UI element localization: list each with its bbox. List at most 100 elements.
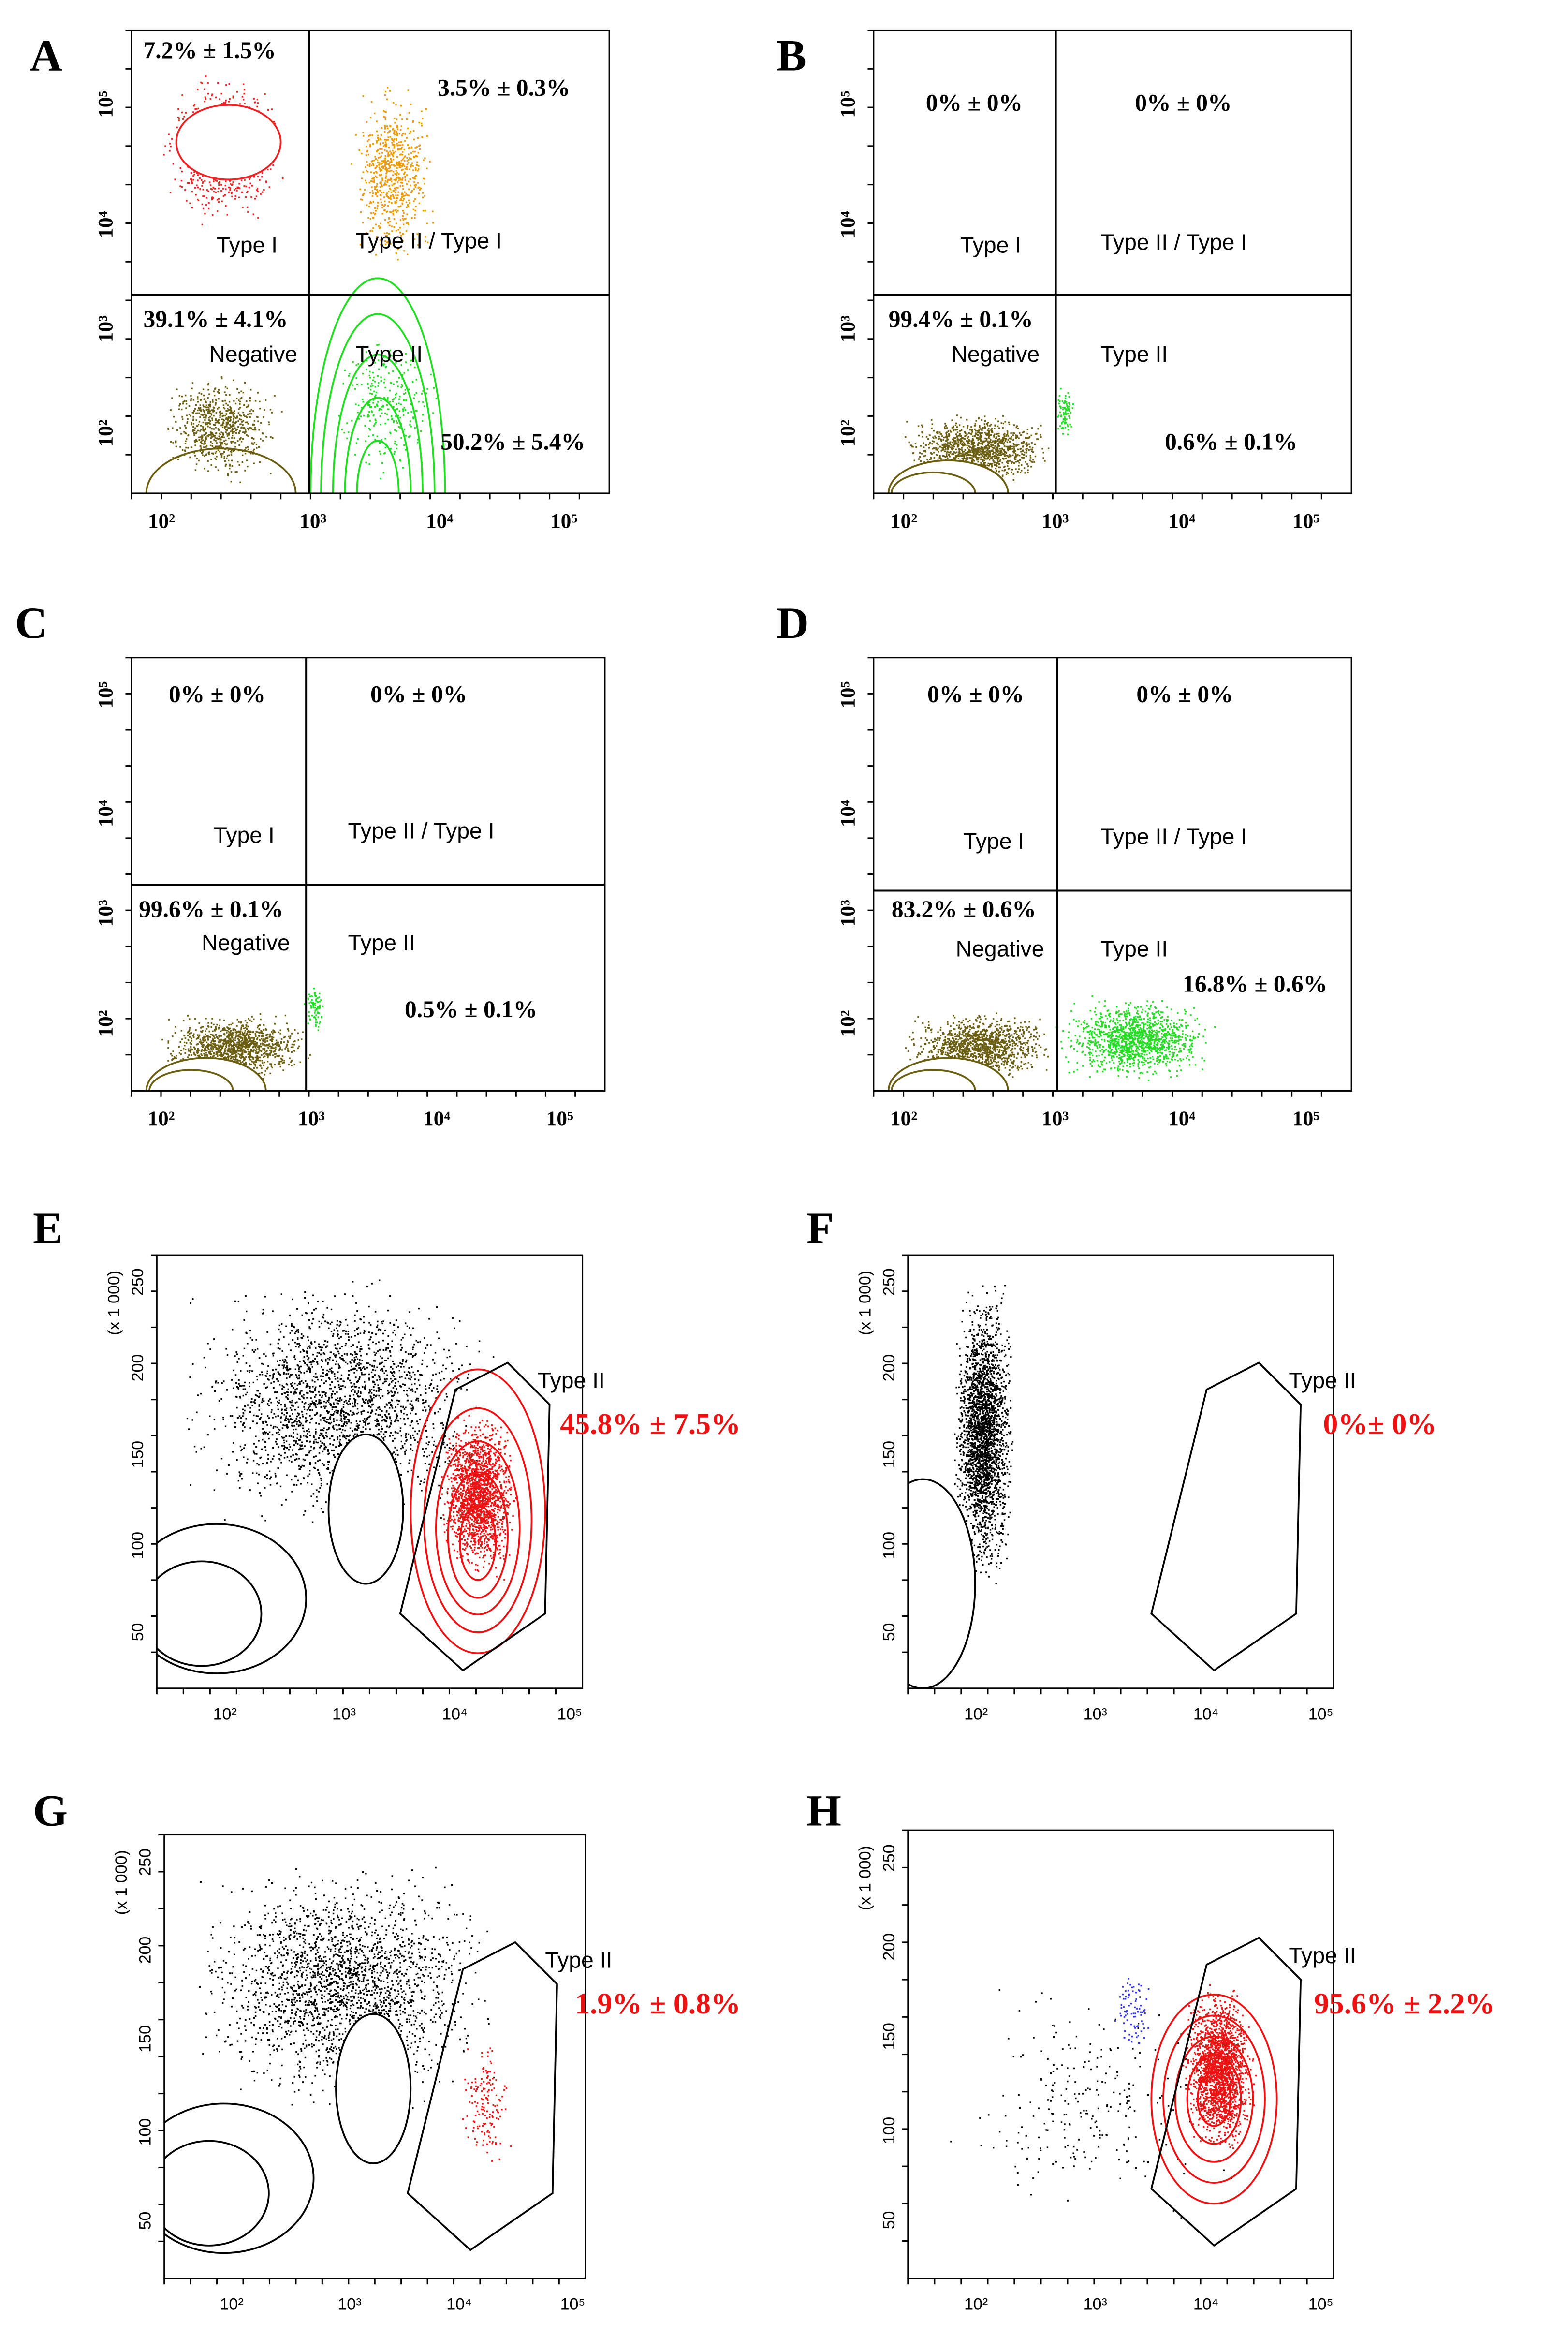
scatter-dots [462, 2047, 512, 2162]
x-tick-label: 10⁵ [1292, 510, 1319, 533]
contour [332, 354, 424, 493]
y-tick-label: 250 [880, 1844, 898, 1872]
percentage: 0% ± 0% [169, 680, 265, 707]
panel: Type II 0%± 0% (x 1 000) 250 200 150 100 50 10² 1… [856, 1254, 1436, 1723]
gate-percentage: 1.9% ± 0.8% [575, 1987, 741, 2020]
x-tick-label: 10⁵ [557, 1705, 582, 1723]
y-tick-label: 100 [880, 2117, 898, 2145]
gate-label: Type II [1289, 1368, 1356, 1393]
quadrant-label: Type II / Type I [1100, 229, 1247, 254]
contour [1150, 1994, 1278, 2205]
panel: 0% ± 0% 0% ± 0% 99.6% ± 0.1% 0.5% ± 0.1% Typ… [94, 657, 606, 1130]
scatter-dots [1114, 1978, 1150, 2044]
x-tick-label: 10³ [332, 1705, 356, 1723]
contour [891, 1069, 976, 1091]
gate-label: Type II [538, 1368, 605, 1393]
x-tick-label: 10⁵ [1292, 1107, 1319, 1130]
y-tick-label: 10⁴ [94, 800, 117, 827]
panel: Type II 45.8% ± 7.5% (x 1 000) 250 200 150 100… [105, 1254, 741, 1723]
contour [1186, 2053, 1242, 2145]
percentage: 0% ± 0% [1135, 89, 1231, 116]
panel-letter: F [806, 1203, 834, 1253]
x-tick-label: 10⁵ [1308, 2295, 1334, 2313]
x-tick-label: 10³ [299, 510, 326, 533]
quadrant-label: Negative [209, 341, 297, 367]
quadrant-label: Type II [348, 930, 415, 955]
scatter-dots [1182, 1984, 1257, 2149]
plot-area [887, 387, 1074, 493]
scatter-dots [186, 1279, 495, 1524]
scatter-dots [161, 1013, 311, 1080]
percentage: 0% ± 0% [926, 89, 1023, 116]
x-tick-label: 10³ [1084, 1705, 1107, 1723]
plot-area [908, 1284, 1014, 1688]
quadrant-label: Type II / Type I [355, 228, 502, 253]
panel: Type II 95.6% ± 2.2% (x 1 000) 250 200 150 100… [856, 1829, 1495, 2313]
panel-letter: D [777, 598, 809, 648]
scatter-dots [950, 1989, 1232, 2219]
quadrant-label: Type I [214, 823, 275, 848]
contour [1162, 2014, 1266, 2184]
gate [399, 1361, 551, 1672]
scatter-dots [1057, 387, 1074, 436]
x-tick-label: 10⁴ [1168, 510, 1195, 533]
y-tick-label: 250 [129, 1268, 147, 1296]
percentage: 3.5% ± 0.3% [438, 74, 570, 101]
contour [175, 104, 282, 181]
x-tick-label: 10⁵ [546, 1107, 573, 1130]
percentage: 99.6% ± 0.1% [139, 896, 283, 922]
y-axis-label: (x 1 000) [112, 1850, 131, 1915]
contour [908, 1478, 976, 1688]
quadrant-label: Negative [202, 930, 290, 955]
x-tick-label: 10³ [1084, 2295, 1107, 2313]
plot-frame [907, 1829, 1334, 2279]
percentage: 0% ± 0% [1136, 680, 1233, 707]
contour [327, 1433, 404, 1585]
quadrant-label: Type I [217, 233, 278, 258]
scatter-dots [199, 1866, 495, 2109]
gate-percentage: 95.6% ± 2.2% [1314, 1987, 1495, 2020]
y-tick-label: 10⁴ [836, 800, 859, 827]
scatter-dots [953, 1284, 1014, 1584]
plot-area [887, 995, 1216, 1091]
y-axis-label: (x 1 000) [856, 1271, 874, 1335]
x-tick-label: 10⁴ [1193, 2295, 1218, 2313]
percentage: 39.1% ± 4.1% [144, 306, 288, 332]
y-tick-label: 10⁴ [836, 211, 859, 238]
percentage: 50.2% ± 5.4% [440, 428, 585, 455]
scatter-dots [304, 987, 324, 1031]
quadrant-label: Negative [956, 936, 1044, 961]
x-tick-label: 10² [964, 1705, 988, 1723]
quadrant-label: Type II / Type I [348, 818, 495, 843]
y-tick-label: 50 [880, 1623, 898, 1641]
y-tick-label: 150 [880, 2023, 898, 2050]
quadrant-label: Type I [960, 233, 1021, 258]
y-tick-label: 10⁵ [836, 91, 859, 118]
y-tick-label: 250 [880, 1268, 898, 1296]
y-tick-label: 150 [880, 1441, 898, 1468]
x-tick-label: 10² [147, 1107, 175, 1130]
y-tick-label: 10² [836, 1010, 859, 1037]
y-tick-label: 10⁵ [94, 681, 117, 709]
contour [145, 1057, 267, 1091]
percentage: 16.8% ± 0.6% [1183, 971, 1327, 997]
panel-letter: G [33, 1786, 68, 1836]
contour [891, 471, 976, 493]
y-tick-label: 100 [880, 1532, 898, 1559]
plot-area [145, 75, 446, 493]
y-tick-label: 200 [136, 1937, 155, 1964]
gate [1150, 1361, 1302, 1672]
x-tick-label: 10⁴ [446, 2295, 471, 2313]
contour [1174, 2035, 1254, 2163]
y-tick-label: 50 [136, 2212, 155, 2230]
y-tick-label: 150 [129, 1441, 147, 1468]
contour [410, 1368, 546, 1655]
y-tick-label: 150 [136, 2025, 155, 2053]
plot-area [157, 1279, 546, 1674]
y-tick-label: 100 [129, 1532, 147, 1559]
plot-area [164, 1866, 512, 2254]
panel-letter: A [30, 31, 62, 81]
y-tick-label: 10² [836, 419, 859, 446]
gate [1150, 1937, 1302, 2247]
